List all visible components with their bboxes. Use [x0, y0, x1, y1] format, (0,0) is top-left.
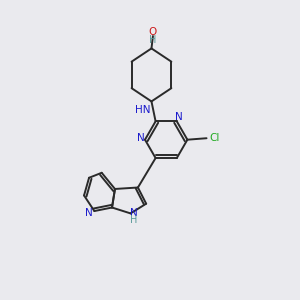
Text: HN: HN [136, 105, 151, 115]
Text: N: N [85, 208, 93, 218]
Text: N: N [175, 112, 183, 122]
Text: O: O [149, 27, 157, 37]
Text: N: N [137, 133, 145, 143]
Text: H: H [149, 35, 157, 45]
Text: Cl: Cl [209, 133, 220, 143]
Text: H: H [130, 215, 138, 225]
Text: N: N [130, 208, 138, 218]
